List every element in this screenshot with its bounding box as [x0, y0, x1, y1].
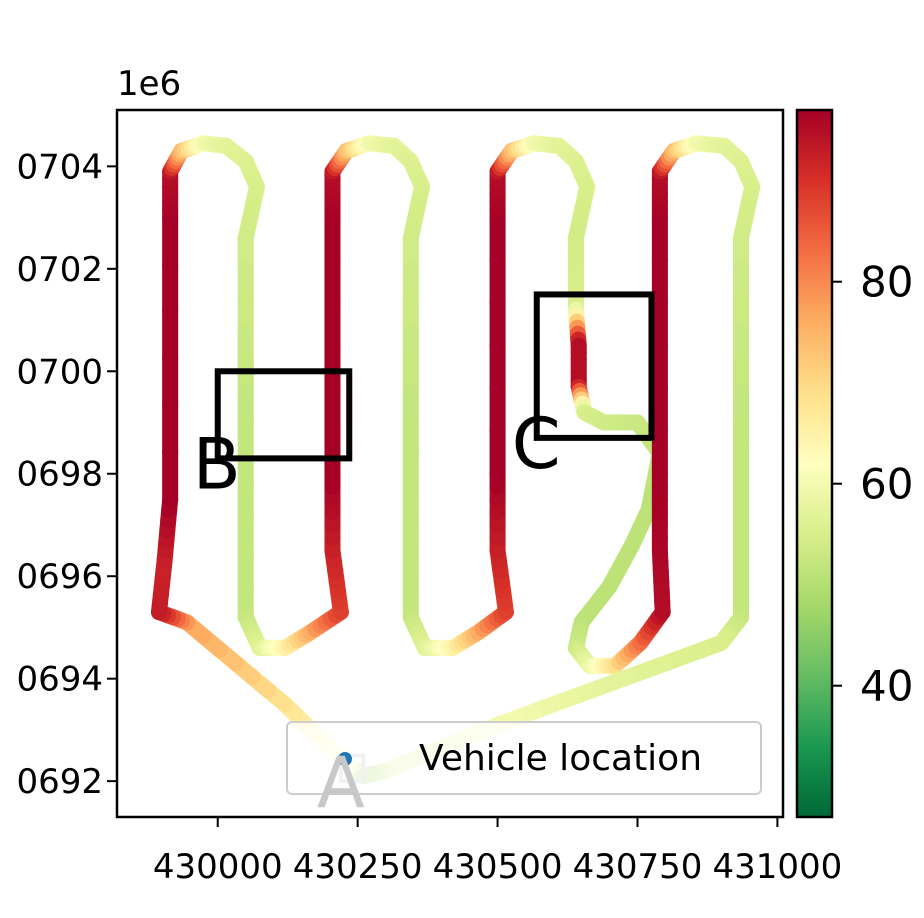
vehicle-track: [150, 135, 761, 785]
colorbar-axis: 40 60 80: [832, 258, 913, 711]
colorbar-tick-label: 40: [860, 662, 913, 711]
x-tick-label: 430000: [153, 847, 283, 887]
colorbar: 40 60 80: [795, 108, 913, 819]
colorbar-tick-label: 60: [860, 460, 913, 509]
y-tick-label: 0704: [16, 147, 103, 187]
region-box-b: [214, 368, 353, 462]
y-tick-label: 0692: [16, 762, 103, 802]
y-tick-label: 0702: [16, 250, 103, 290]
colorbar-tick-label: 80: [860, 258, 913, 307]
x-tick-label: 430750: [573, 847, 703, 887]
y-tick-label: 0694: [16, 660, 103, 700]
y-axis: 0692 0694 0696 0698 0700 0702 0704: [16, 147, 117, 802]
x-tick-label: 430500: [433, 847, 563, 887]
x-tick-label: 431000: [713, 847, 843, 887]
legend-box: [286, 721, 762, 795]
y-tick-label: 0698: [16, 455, 103, 495]
region-label-c: C: [512, 403, 561, 485]
x-tick-label: 430250: [293, 847, 423, 887]
x-axis: 430000 430250 430500 430750 431000: [153, 817, 842, 887]
colorbar-frame: [795, 108, 834, 819]
colorbar-fill: [797, 110, 832, 817]
region-labels: B C A: [193, 403, 561, 824]
y-tick-label: 0700: [16, 352, 103, 392]
legend-marker: [338, 752, 352, 766]
region-label-b: B: [193, 423, 241, 505]
y-tick-label: 0696: [16, 557, 103, 597]
region-label-a: A: [317, 742, 365, 824]
legend: Vehicle location: [286, 721, 762, 795]
y-offset-label: 1e6: [117, 64, 181, 104]
plot-background: [117, 110, 783, 817]
region-box-c: [533, 291, 655, 441]
legend-label: Vehicle location: [419, 738, 702, 779]
plot-frame: [115, 108, 785, 819]
